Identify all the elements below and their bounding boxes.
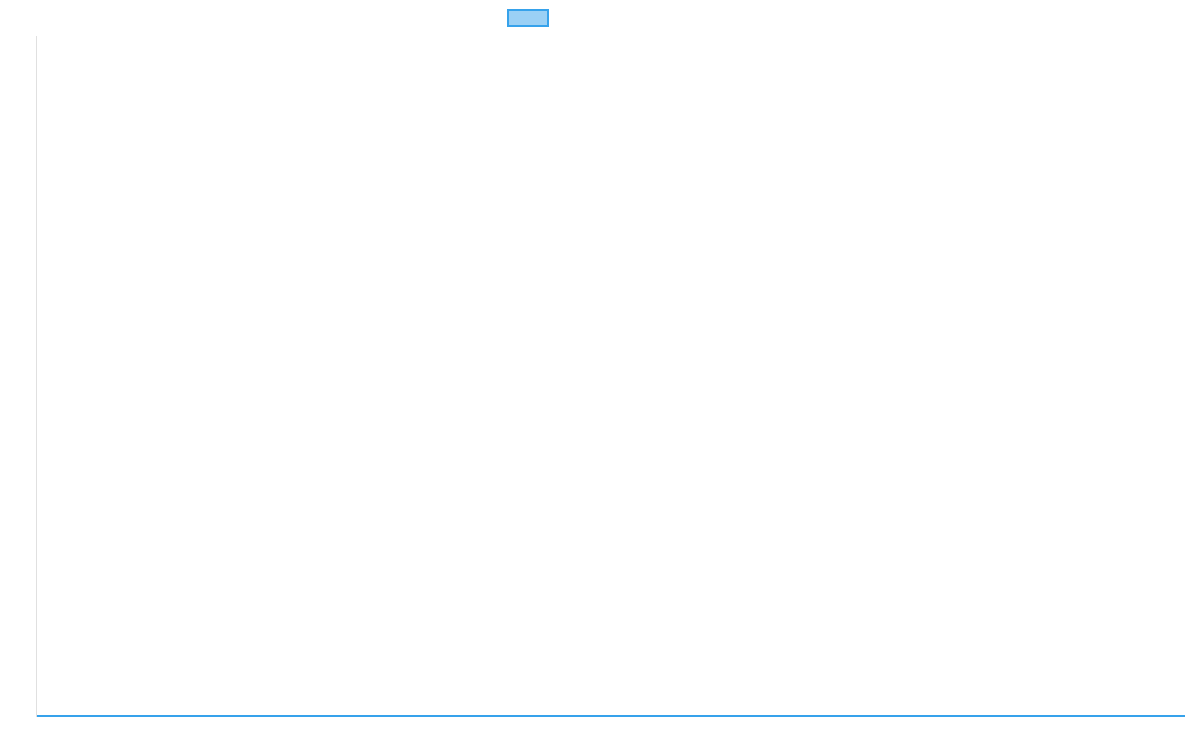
legend-swatch[interactable]: [507, 9, 549, 27]
